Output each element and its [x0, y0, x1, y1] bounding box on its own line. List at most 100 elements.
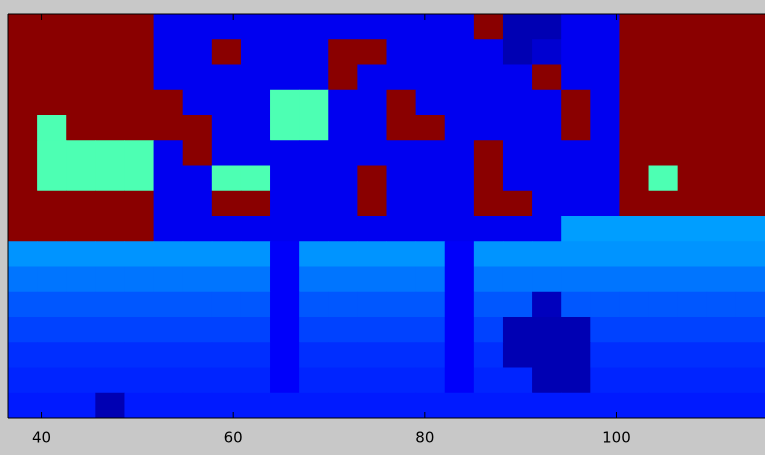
heatmap-cell: [66, 115, 96, 141]
heatmap-cell: [183, 166, 213, 192]
heatmap-cell: [619, 342, 649, 368]
heatmap-cell: [37, 216, 67, 242]
heatmap-cell: [445, 115, 475, 141]
heatmap-cell: [212, 393, 242, 419]
heatmap-cell: [241, 14, 271, 40]
heatmap-cell: [503, 241, 533, 267]
heatmap-cell: [299, 14, 329, 40]
heatmap-cell: [590, 191, 620, 217]
heatmap-cell: [678, 166, 708, 192]
heatmap-cell: [183, 292, 213, 318]
heatmap-cell: [212, 14, 242, 40]
heatmap-cell: [270, 241, 300, 267]
heatmap-cell: [95, 216, 125, 242]
heatmap-cell: [445, 342, 475, 368]
heatmap-cell: [328, 191, 358, 217]
heatmap-cell: [183, 342, 213, 368]
heatmap-cell: [649, 191, 679, 217]
heatmap-cell: [328, 241, 358, 267]
heatmap-cell: [736, 14, 765, 40]
heatmap-cell: [445, 90, 475, 116]
heatmap-cell: [66, 140, 96, 166]
heatmap-cell: [532, 90, 562, 116]
heatmap-cell: [474, 115, 504, 141]
heatmap-cell: [445, 267, 475, 293]
heatmap-cell: [183, 317, 213, 343]
heatmap-cell: [328, 342, 358, 368]
heatmap-cell: [8, 14, 38, 40]
heatmap-cell: [212, 140, 242, 166]
heatmap-cell: [241, 140, 271, 166]
heatmap-cell: [387, 166, 417, 192]
heatmap-cell: [124, 241, 154, 267]
heatmap-cell: [299, 216, 329, 242]
heatmap-cell: [66, 166, 96, 192]
heatmap-cell: [707, 140, 737, 166]
heatmap-cell: [154, 342, 184, 368]
heatmap-cell: [649, 90, 679, 116]
heatmap-cell: [445, 140, 475, 166]
heatmap-cell: [328, 65, 358, 91]
heatmap-cell: [299, 393, 329, 419]
heatmap-cell: [387, 342, 417, 368]
heatmap-cell: [241, 267, 271, 293]
heatmap-cell: [95, 115, 125, 141]
heatmap-cell: [124, 39, 154, 65]
heatmap-cell: [212, 216, 242, 242]
heatmap-cell: [649, 39, 679, 65]
heatmap-cell: [66, 90, 96, 116]
heatmap-cell: [357, 115, 387, 141]
heatmap-cell: [590, 241, 620, 267]
heatmap-cell: [445, 14, 475, 40]
x-tick-label: 80: [415, 429, 434, 447]
heatmap-cell: [95, 292, 125, 318]
heatmap-cell: [561, 342, 591, 368]
heatmap-cell: [387, 317, 417, 343]
heatmap-cell: [357, 90, 387, 116]
heatmap-cell: [183, 115, 213, 141]
heatmap-cell: [561, 393, 591, 419]
heatmap-cell: [154, 115, 184, 141]
heatmap-cell: [736, 292, 765, 318]
heatmap-cell: [124, 14, 154, 40]
heatmap-cell: [707, 393, 737, 419]
heatmap-cell: [387, 368, 417, 394]
heatmap-cell: [270, 90, 300, 116]
heatmap-cell: [707, 267, 737, 293]
heatmap-cell: [241, 393, 271, 419]
heatmap-cell: [445, 39, 475, 65]
heatmap-cell: [212, 292, 242, 318]
heatmap-cell: [270, 292, 300, 318]
heatmap-cell: [474, 241, 504, 267]
heatmap-cell: [95, 65, 125, 91]
heatmap-cell: [328, 216, 358, 242]
heatmap-cell: [124, 115, 154, 141]
heatmap-cell: [183, 368, 213, 394]
heatmap-cell: [590, 39, 620, 65]
heatmap-cell: [299, 90, 329, 116]
heatmap-cell: [619, 166, 649, 192]
heatmap-cell: [95, 393, 125, 419]
heatmap-cell: [183, 65, 213, 91]
heatmap-cell: [503, 368, 533, 394]
heatmap-cell: [328, 140, 358, 166]
heatmap-cell: [590, 166, 620, 192]
heatmap-cell: [445, 216, 475, 242]
heatmap-cell: [736, 241, 765, 267]
heatmap-cell: [416, 368, 446, 394]
heatmap-cell: [590, 65, 620, 91]
heatmap-cell: [124, 191, 154, 217]
heatmap-cell: [561, 115, 591, 141]
heatmap-cell: [212, 191, 242, 217]
heatmap-cell: [8, 292, 38, 318]
heatmap-cell: [299, 115, 329, 141]
heatmap-cell: [299, 317, 329, 343]
heatmap-cell: [241, 39, 271, 65]
heatmap-cell: [8, 90, 38, 116]
heatmap-cell: [212, 90, 242, 116]
heatmap-cell: [416, 317, 446, 343]
heatmap-cell: [590, 90, 620, 116]
heatmap-cell: [37, 292, 67, 318]
heatmap-cell: [387, 191, 417, 217]
heatmap-cell: [678, 241, 708, 267]
